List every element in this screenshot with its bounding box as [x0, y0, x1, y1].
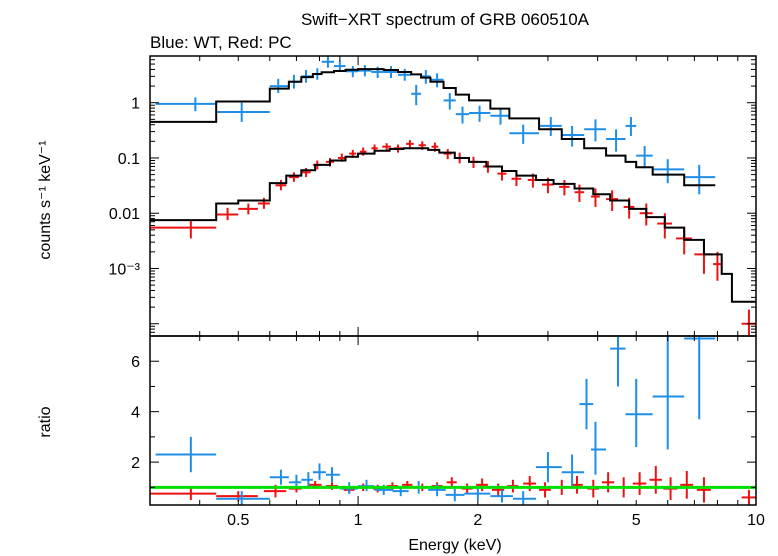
wt-point: [443, 92, 456, 110]
ratio-frame: [149, 335, 757, 506]
wt-ratio-point: [445, 488, 465, 502]
wt-ratio-point: [269, 469, 289, 485]
pc-ratio-point: [446, 477, 457, 488]
wt-ratio-point: [312, 463, 326, 480]
pc-point: [150, 220, 217, 239]
wt-ratio-point: [579, 378, 594, 430]
wt-ratio-point: [625, 378, 653, 447]
wt-point: [358, 65, 372, 77]
pc-point: [238, 203, 258, 215]
pc-ratio-point: [539, 482, 551, 498]
wt-ratio-point: [216, 491, 270, 505]
ratio-panel: 0.5 1 2 5 10 2 4 6: [131, 335, 765, 529]
pc-ratio-point: [741, 489, 756, 505]
wt-ratio-point: [684, 336, 716, 420]
wt-point: [539, 117, 562, 136]
wt-point: [216, 102, 270, 122]
wt-point: [652, 159, 685, 184]
wt-point: [321, 56, 335, 68]
y-tick-label: 2: [131, 455, 140, 472]
wt-ratio-point: [536, 452, 562, 483]
y-tick-label: 4: [131, 405, 140, 422]
wt-ratio-point: [428, 483, 446, 497]
y-tick-label: 0.01: [109, 206, 140, 223]
y-tick-label: 0.1: [118, 151, 140, 168]
wt-ratio-point: [464, 487, 491, 500]
pc-ratio-point: [696, 477, 711, 503]
wt-point: [625, 117, 637, 136]
wt-point: [411, 84, 422, 106]
wt-point: [584, 119, 607, 142]
wt-point: [155, 97, 217, 112]
pc-model-line: [150, 147, 756, 303]
wt-point: [606, 129, 626, 152]
wt-ratio-point: [155, 436, 217, 473]
wt-point: [490, 108, 510, 125]
wt-point: [561, 125, 585, 147]
pc-ratio-point: [632, 472, 647, 495]
wt-point: [345, 66, 359, 78]
wt-ratio-point: [325, 467, 340, 483]
pc-point: [591, 188, 600, 207]
chart-title: Swift−XRT spectrum of GRB 060510A: [301, 10, 590, 29]
spectrum-y-axis-label: counts s⁻¹ keV⁻¹: [37, 140, 54, 259]
wt-ratio-point: [490, 489, 513, 503]
wt-ratio-point: [591, 421, 607, 475]
wt-model-line: [150, 68, 716, 187]
x-tick-label: 1: [354, 512, 363, 529]
wt-point: [509, 124, 540, 144]
wt-point: [430, 73, 444, 88]
pc-point: [288, 172, 299, 182]
pc-point: [216, 207, 239, 221]
x-tick-label: 0.5: [227, 512, 249, 529]
pc-ratio-point: [476, 478, 488, 492]
wt-point: [468, 105, 491, 122]
wt-ratio-point: [561, 454, 585, 488]
x-tick-label: 5: [632, 512, 641, 529]
wt-ratio-point: [301, 472, 313, 487]
wt-point: [684, 164, 716, 195]
chart-subtitle: Blue: WT, Red: PC: [150, 33, 292, 52]
x-axis-label: Energy (keV): [408, 537, 501, 554]
pc-ratio-point: [601, 472, 615, 493]
pc-point: [574, 184, 585, 202]
pc-point: [406, 140, 414, 149]
x-tick-label: 2: [473, 512, 482, 529]
y-tick-label: 6: [131, 354, 140, 371]
spectrum-panel: 1 0.1 0.01 10⁻³: [108, 55, 757, 337]
wt-point: [455, 106, 469, 124]
wt-ratio-point: [512, 491, 537, 505]
y-tick-label: 10⁻³: [108, 261, 140, 278]
ratio-y-axis-label: ratio: [37, 406, 54, 437]
wt-ratio-point: [652, 336, 685, 450]
wt-ratio-point: [610, 336, 626, 387]
pc-ratio-point: [150, 487, 217, 500]
wt-point: [383, 66, 399, 78]
x-tick-label: 10: [747, 512, 765, 529]
y-tick-label: 1: [131, 96, 140, 113]
pc-ratio-point: [649, 465, 662, 494]
pc-ratio-point: [680, 470, 694, 499]
wt-point: [269, 78, 289, 93]
pc-point: [275, 179, 287, 191]
pc-point: [382, 143, 392, 151]
wt-point: [398, 68, 412, 81]
pc-point: [559, 179, 570, 196]
wt-point: [636, 145, 653, 169]
